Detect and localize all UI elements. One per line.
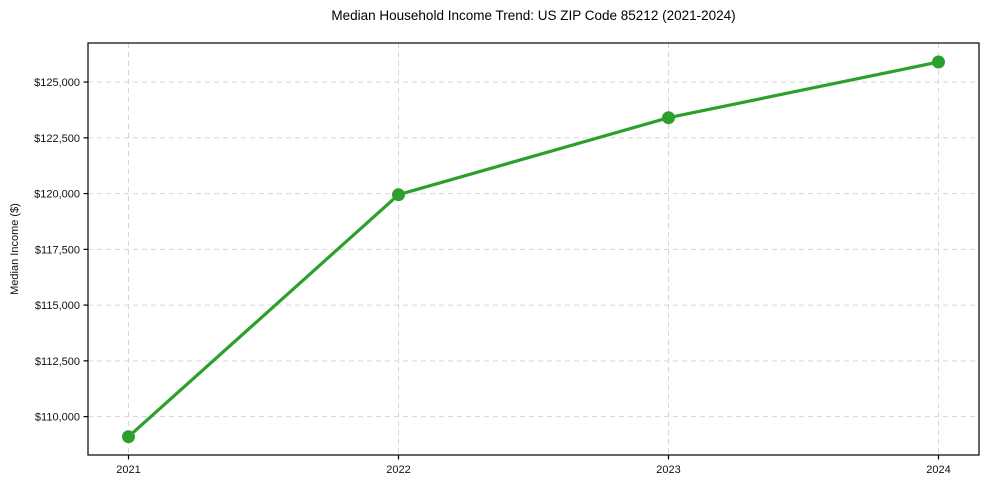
x-tick-label: 2022 xyxy=(386,464,410,476)
y-axis-label: Median Income ($) xyxy=(9,203,21,295)
gridlines xyxy=(88,43,979,455)
y-tick-label: $122,500 xyxy=(34,133,80,145)
y-tick-label: $112,500 xyxy=(35,356,80,368)
data-point-2022 xyxy=(392,188,405,202)
x-tick-label: 2021 xyxy=(116,464,140,476)
y-tick-label: $120,000 xyxy=(34,189,80,201)
data-point-2023 xyxy=(662,111,675,125)
series-median-income xyxy=(122,55,945,444)
chart-title: Median Household Income Trend: US ZIP Co… xyxy=(331,8,736,23)
data-point-2021 xyxy=(122,430,135,444)
x-tick-label: 2023 xyxy=(656,464,680,476)
series-line xyxy=(126,60,941,439)
y-tick-label: $117,500 xyxy=(35,244,80,256)
data-point-2024 xyxy=(932,55,945,69)
y-tick-label: $110,000 xyxy=(35,412,80,424)
axes: $110,000 $112,500 $115,000 $117,500 $120,000… xyxy=(34,42,980,476)
x-tick-label: 2024 xyxy=(926,464,950,476)
y-tick-label: $125,000 xyxy=(34,77,80,89)
y-tick-label: $115,000 xyxy=(35,300,80,312)
